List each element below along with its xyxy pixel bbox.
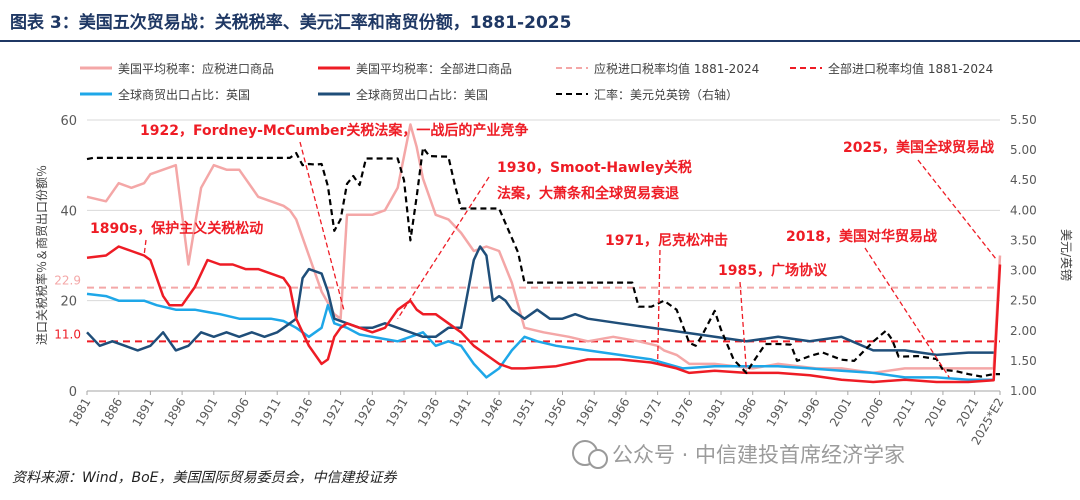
annotation-text: 1890s，保护主义关税松动: [90, 220, 263, 237]
y-tick-label-right: 1.50: [1010, 354, 1037, 368]
legend-item-fx: 汇率：美元兑英镑（右轴）: [556, 87, 738, 102]
source-note: 资料来源：Wind，BoE，美国国际贸易委员会，中信建投证券: [12, 470, 398, 486]
x-tick-label: 1986: [732, 396, 759, 429]
x-tick-label: 2006: [859, 396, 886, 429]
x-tick-label: 2016: [922, 396, 949, 429]
y-tick-label-right: 4.00: [1010, 203, 1037, 217]
annotation-pointer: [864, 247, 950, 378]
x-tick-label: 1901: [193, 396, 220, 429]
x-tick-label: 1936: [415, 396, 442, 429]
y-tick-label-right: 4.50: [1010, 173, 1037, 187]
ref-line-label-mean_dutiable: 22.9: [54, 274, 81, 288]
x-tick-label: 1906: [225, 396, 252, 429]
legend-label-uk-share: 全球商贸出口占比：英国: [118, 87, 250, 102]
legend-label-tariff-dutiable: 美国平均税率：应税进口商品: [118, 61, 274, 76]
x-tick-label: 1941: [447, 396, 474, 429]
y-tick-label-left: 0: [69, 385, 77, 400]
x-tick-label: 1946: [478, 396, 505, 429]
annotation-text: 1971，尼克松冲击: [605, 232, 728, 249]
x-tick-label: 1896: [161, 396, 188, 429]
legend: 美国平均税率：应税进口商品 美国平均税率：全部进口商品 应税进口税率均值 188…: [80, 61, 993, 102]
ref-line-label-mean_all: 11.0: [54, 327, 81, 341]
series-layer: [86, 123, 1002, 384]
y-tick-label-right: 3.00: [1010, 264, 1037, 278]
legend-item-uk-share: 全球商贸出口占比：英国: [80, 87, 250, 102]
y-tick-label-right: 2.50: [1010, 294, 1037, 308]
x-tick-label: 1911: [256, 396, 283, 429]
x-tick-label: 1921: [320, 396, 347, 429]
x-tick-label: 1891: [130, 396, 157, 429]
y-tick-label-left: 20: [60, 295, 77, 310]
annotation-text: 1922，Fordney-McCumber关税法案，一战后的产业竞争: [140, 122, 528, 139]
annotation-text: 2018，美国对华贸易战: [786, 228, 937, 245]
y-axis-right-label: 美元/英镑: [1059, 229, 1074, 281]
annotation-text: 1930，Smoot-Hawley关税: [497, 159, 692, 176]
x-tick-label: 1886: [98, 396, 125, 429]
x-tick-label: 1961: [573, 396, 600, 429]
annotation-pointer: [143, 239, 147, 256]
y-tick-label-right: 2.00: [1010, 324, 1037, 338]
annotation-text: 法案，大萧条和全球贸易衰退: [497, 185, 679, 202]
y-tick-label-right: 1.00: [1010, 384, 1037, 398]
x-tick-label: 1916: [288, 396, 315, 429]
series-line-tariff_all: [86, 245, 1002, 384]
series-line-fx: [86, 146, 1000, 378]
y-tick-label-right: 3.50: [1010, 233, 1037, 247]
x-tick-label: 1926: [352, 396, 379, 429]
legend-item-tariff-dutiable: 美国平均税率：应税进口商品: [80, 61, 274, 76]
annotation-layer: 1922，Fordney-McCumber关税法案，一战后的产业竞争 1890s，…: [90, 122, 998, 378]
x-tick-label: 1971: [637, 396, 664, 429]
series-line-us_share: [86, 245, 994, 357]
legend-label-fx: 汇率：美元兑英镑（右轴）: [594, 87, 738, 102]
y-tick-label-left: 40: [60, 204, 77, 219]
y-tick-label-left: 60: [60, 114, 77, 129]
reference-lines: 22.9 11.0: [54, 274, 1000, 343]
x-tick-label: 2001: [827, 396, 854, 429]
legend-item-tariff-all: 美国平均税率：全部进口商品: [318, 61, 512, 76]
x-tick-label: 1931: [383, 396, 410, 429]
y-axis-left-label: 进口关税税率％＆商贸出口份额％: [34, 165, 49, 345]
annotation-pointer: [917, 159, 998, 261]
y-tick-label-right: 5.00: [1010, 143, 1037, 157]
x-tick-label: 1976: [669, 396, 696, 429]
x-tick-label: 1881: [66, 396, 93, 429]
legend-label-mean-all: 全部进口税率均值 1881-2024: [828, 61, 993, 76]
legend-item-mean-all: 全部进口税率均值 1881-2024: [790, 61, 993, 76]
watermark: 公众号 · 中信建投首席经济学家: [572, 440, 905, 469]
legend-label-tariff-all: 美国平均税率：全部进口商品: [356, 61, 512, 76]
x-tick-label: 1996: [795, 396, 822, 429]
annotation-text: 2025，美国全球贸易战: [843, 139, 994, 156]
x-tick-label: 1956: [542, 396, 569, 429]
legend-label-us-share: 全球商贸出口占比：美国: [356, 87, 488, 102]
x-tick-label: 1951: [510, 396, 537, 429]
annotation-pointer: [397, 176, 490, 320]
annotation-pointer: [656, 249, 661, 364]
x-tick-label: 1981: [700, 396, 727, 429]
annotation-text: 1985，广场协议: [718, 262, 828, 279]
x-tick-label: 1991: [764, 396, 791, 429]
y-tick-label-right: 5.50: [1010, 113, 1037, 127]
annotation-pointer: [739, 281, 748, 371]
x-tick-label: 1966: [605, 396, 632, 429]
watermark-text: 公众号 · 中信建投首席经济学家: [612, 443, 905, 467]
chart-title: 图表 3：美国五次贸易战：关税税率、美元汇率和商贸份额，1881-2025: [10, 12, 571, 33]
annotation-pointer: [299, 141, 345, 310]
x-tick-label: 2011: [890, 396, 917, 429]
legend-label-mean-dutiable: 应税进口税率均值 1881-2024: [594, 61, 759, 76]
legend-item-us-share: 全球商贸出口占比：美国: [318, 87, 488, 102]
legend-item-mean-dutiable: 应税进口税率均值 1881-2024: [556, 61, 759, 76]
